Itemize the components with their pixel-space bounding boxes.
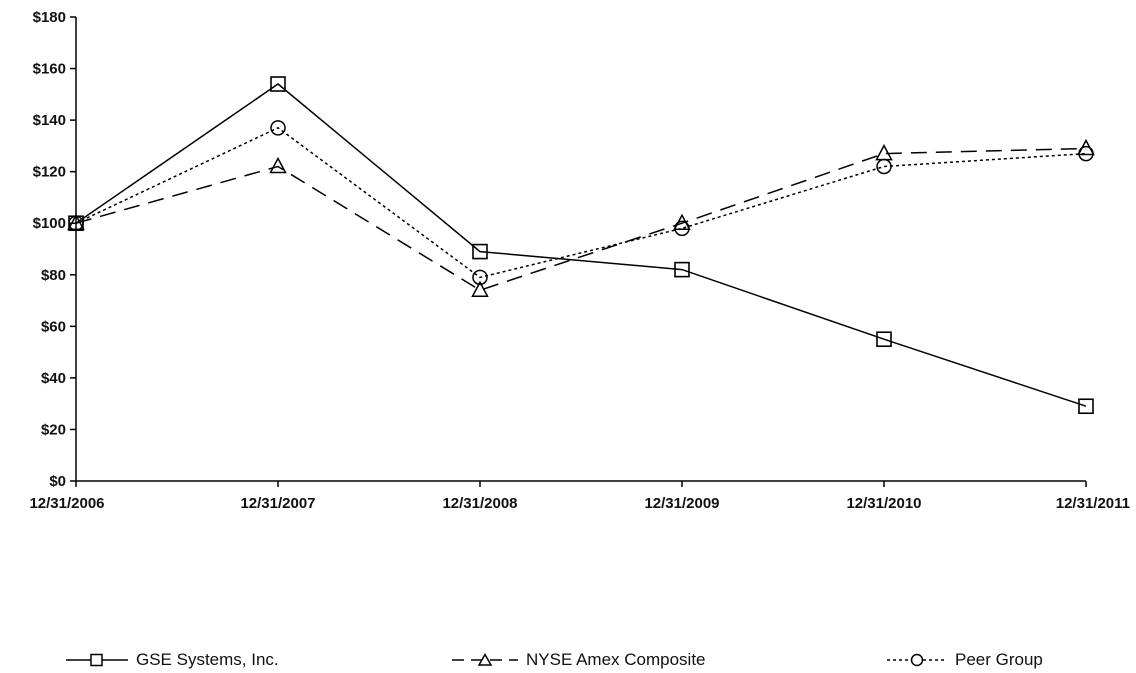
series-line-2	[75, 126, 1087, 279]
data-point-triangle	[67, 213, 85, 230]
y-tick-label: $160	[33, 61, 66, 78]
x-tick-label: 12/31/2010	[846, 495, 921, 512]
circle-marker-icon	[887, 653, 947, 667]
data-point-triangle	[673, 213, 691, 230]
x-tick-label: 12/31/2007	[240, 495, 315, 512]
legend-label-nyse: NYSE Amex Composite	[526, 650, 706, 669]
y-tick-label: $180	[33, 9, 66, 26]
line-chart: $0 $20 $40 $60 $80 $100 $120 $140 $160 $180 12/31/…	[29, 9, 1130, 512]
legend-item-nyse: NYSE Amex Composite	[452, 648, 706, 672]
data-point-square	[674, 261, 690, 278]
data-point-circle	[472, 269, 488, 286]
x-tick-label: 12/31/2009	[644, 495, 719, 512]
square-marker-icon	[66, 653, 128, 667]
data-point-square	[1078, 398, 1094, 415]
x-tick-label: 12/31/2011	[1056, 495, 1130, 512]
data-point-triangle	[1077, 138, 1095, 156]
y-tick-label: $80	[41, 267, 66, 284]
x-tick-label: 12/31/2008	[442, 495, 517, 512]
data-point-square	[472, 243, 488, 260]
y-tick-label: $0	[49, 473, 66, 490]
y-tick-label: $140	[33, 112, 66, 129]
y-tick-label: $60	[41, 318, 66, 335]
series-markers	[67, 76, 1095, 415]
series-line-1	[75, 147, 1087, 292]
y-tick-label: $20	[41, 421, 66, 438]
y-tick-label: $100	[33, 215, 66, 232]
triangle-marker-icon	[452, 652, 518, 666]
axes: $0 $20 $40 $60 $80 $100 $120 $140 $160 $180 12/31/…	[29, 9, 1130, 512]
data-point-square	[876, 331, 892, 348]
data-point-triangle	[269, 156, 287, 174]
data-point-circle	[876, 158, 892, 175]
legend-label-gse: GSE Systems, Inc.	[136, 650, 279, 669]
data-point-circle	[68, 215, 84, 231]
x-tick-label: 12/31/2006	[29, 495, 104, 512]
data-point-triangle	[471, 280, 489, 297]
legend-item-peer: Peer Group	[887, 648, 1043, 672]
data-point-square	[270, 76, 286, 92]
y-tick-label: $120	[33, 164, 66, 181]
data-point-circle	[674, 220, 690, 237]
data-point-circle	[270, 120, 286, 136]
y-tick-label: $40	[41, 370, 66, 387]
data-point-circle	[1078, 145, 1094, 162]
series-line-0	[75, 83, 1087, 407]
data-point-triangle	[875, 144, 893, 161]
legend-label-peer: Peer Group	[955, 650, 1043, 669]
legend-item-gse: GSE Systems, Inc.	[66, 648, 279, 672]
series-lines	[75, 83, 1087, 407]
